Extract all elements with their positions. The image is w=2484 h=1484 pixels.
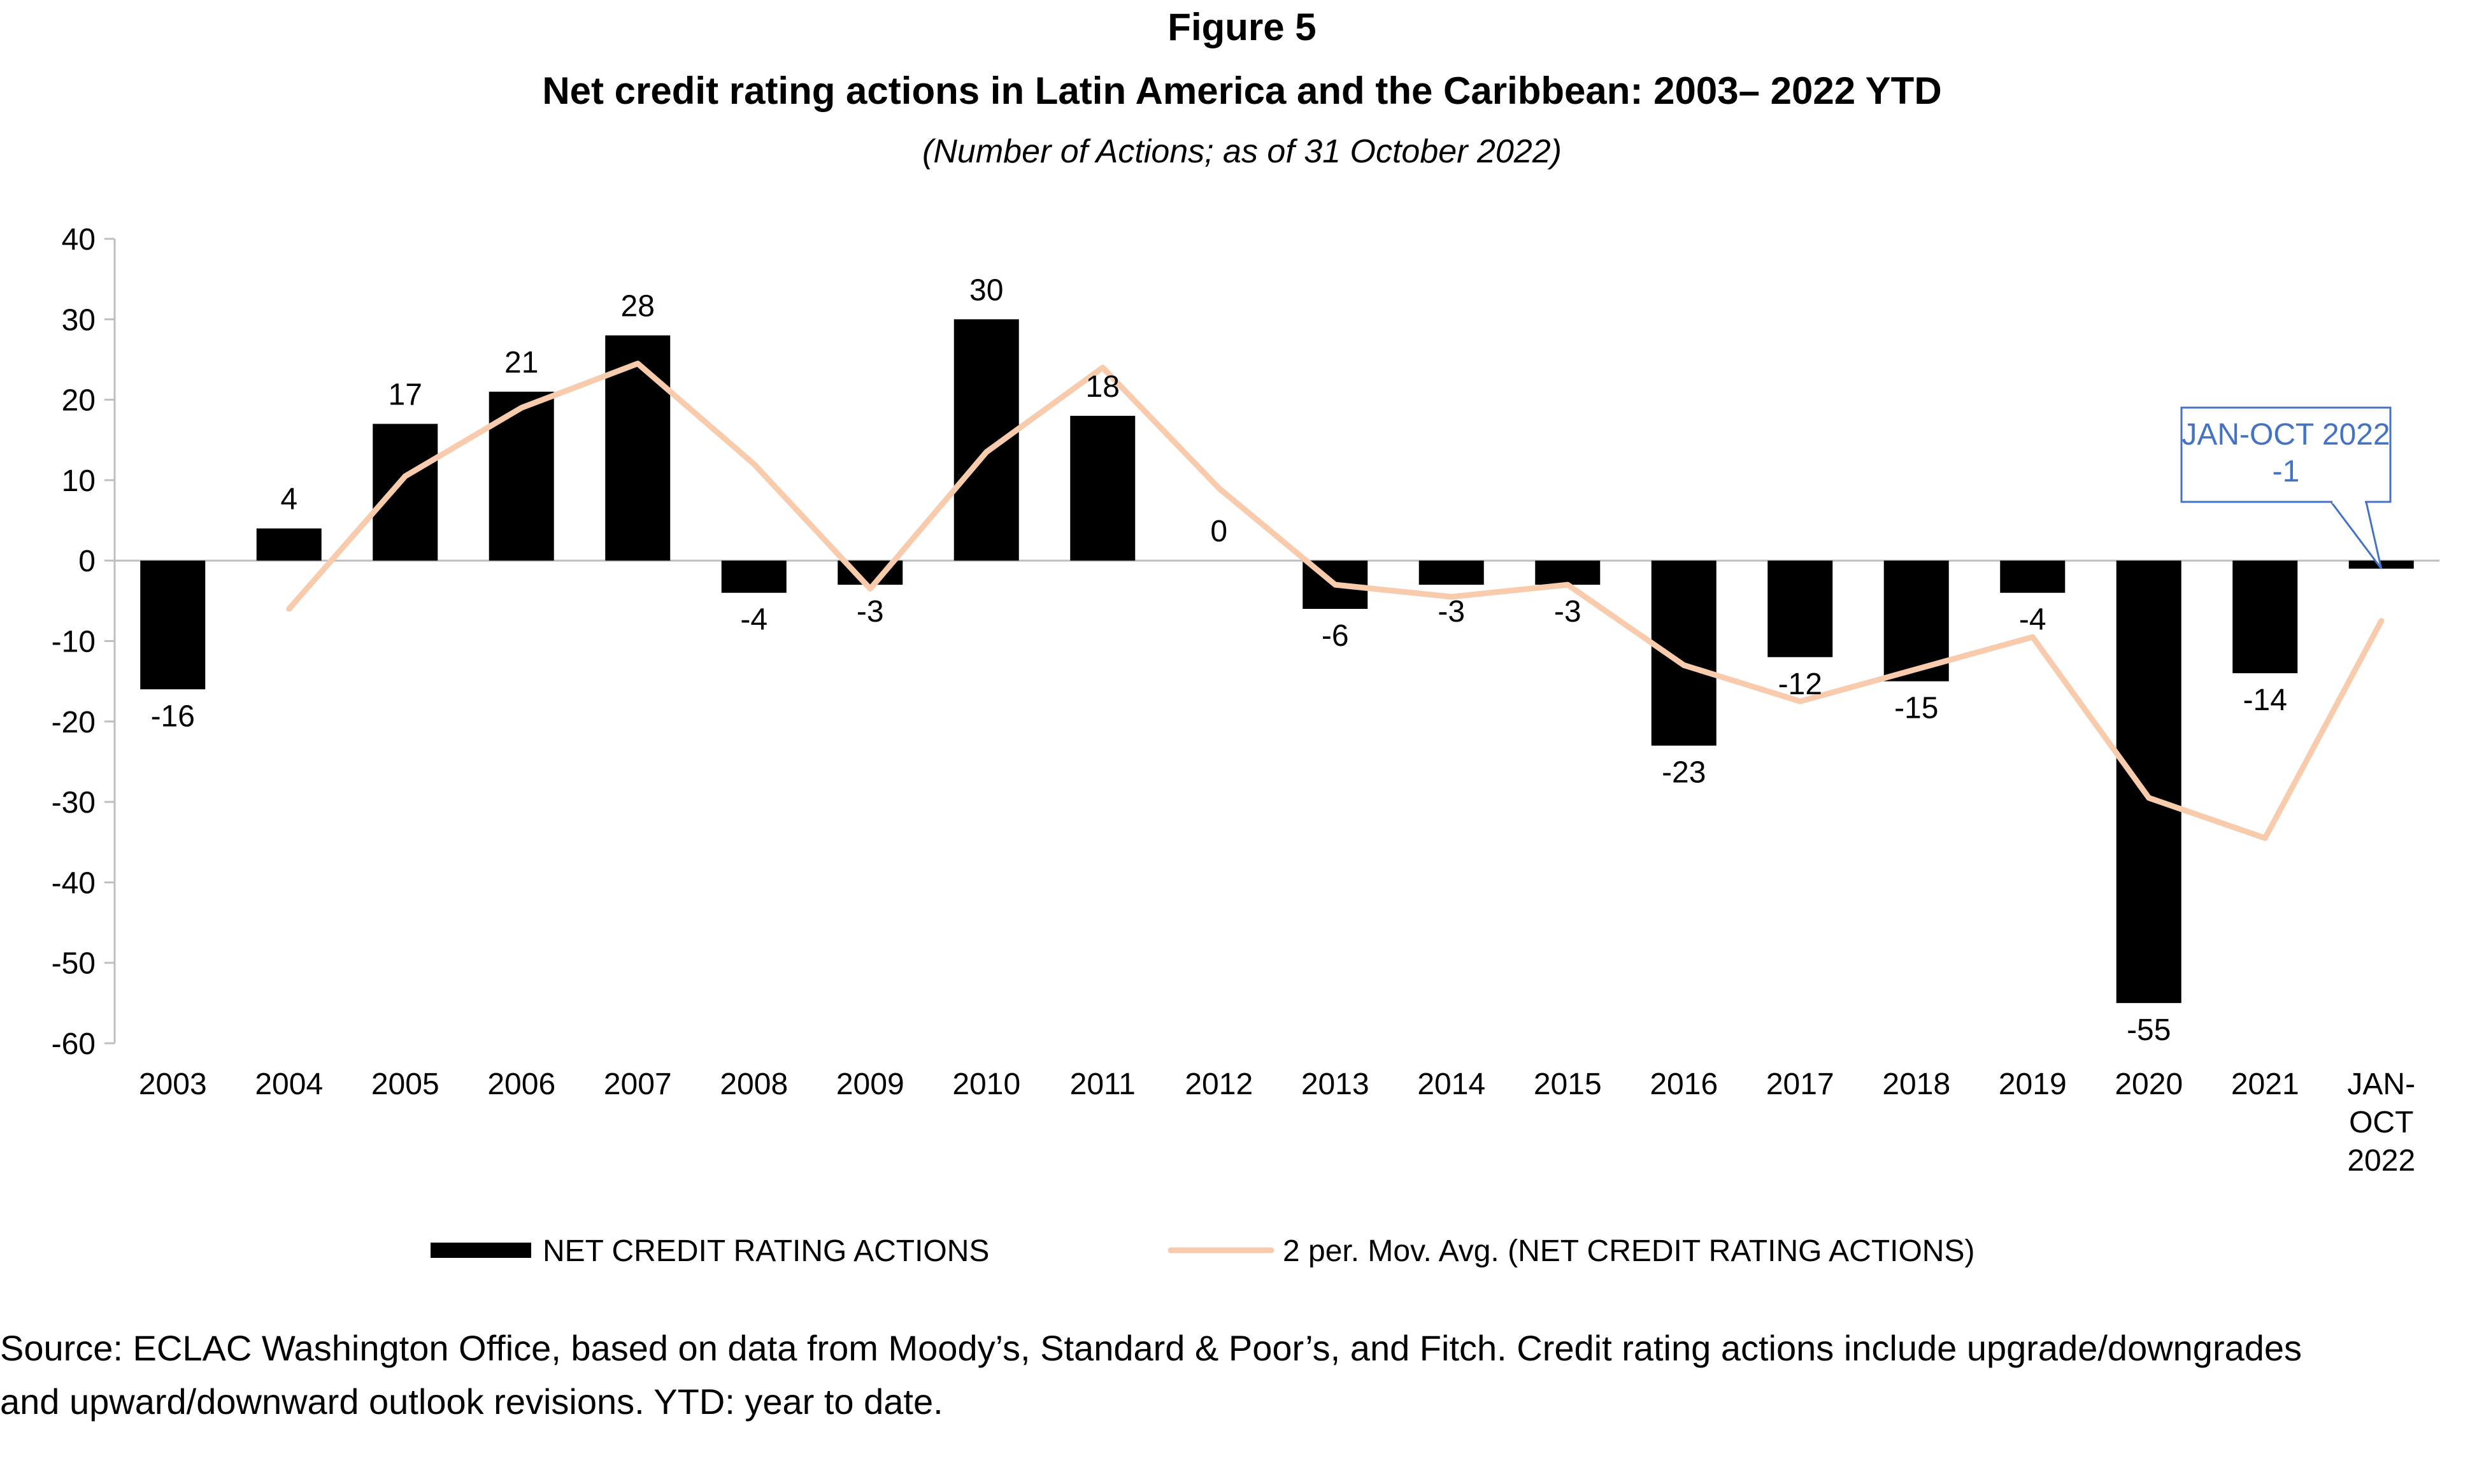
- x-tick-label: 2009: [836, 1067, 904, 1101]
- bar-data-label: -6: [1322, 619, 1349, 653]
- bar-data-label: -3: [1554, 595, 1581, 629]
- x-tick-label: 2019: [1999, 1067, 2067, 1101]
- bar: [373, 424, 438, 561]
- bar-data-label: -16: [151, 699, 195, 733]
- x-tick-label: 2007: [604, 1067, 672, 1101]
- y-tick-label: -50: [52, 947, 96, 981]
- bar-data-label: -4: [740, 603, 767, 637]
- legend: NET CREDIT RATING ACTIONS 2 per. Mov. Avg…: [431, 1234, 1974, 1268]
- bar-data-label: 18: [1086, 370, 1120, 404]
- bar: [1070, 415, 1136, 561]
- callout-text: -1: [2273, 455, 2300, 489]
- callout: JAN-OCT 2022-1: [2180, 406, 2392, 569]
- bar: [2116, 560, 2181, 1003]
- source-note: Source: ECLAC Washington Office, based o…: [0, 1322, 2484, 1429]
- x-tick-label: 2017: [1766, 1067, 1834, 1101]
- x-tick-label: 2003: [139, 1067, 207, 1101]
- bar-data-label: -23: [1662, 756, 1706, 790]
- bar: [1767, 560, 1833, 657]
- bar-data-label: -55: [2127, 1013, 2171, 1047]
- source-line-1: Source: ECLAC Washington Office, based o…: [0, 1328, 2302, 1368]
- bar-data-label: 21: [504, 346, 538, 380]
- x-tick-label: 2006: [487, 1067, 555, 1101]
- bar: [140, 560, 206, 690]
- bar-data-label: -12: [1778, 667, 1822, 701]
- y-tick-label: 10: [62, 464, 96, 498]
- source-line-2: and upward/downward outlook revisions. Y…: [0, 1381, 943, 1422]
- y-tick-label: 20: [62, 384, 96, 418]
- x-tick-label: 2004: [255, 1067, 323, 1101]
- chart-title: Net credit rating actions in Latin Ameri…: [542, 69, 1942, 112]
- x-tick-label: 2011: [1070, 1067, 1136, 1101]
- bar: [1535, 560, 1601, 585]
- legend-bar-label: NET CREDIT RATING ACTIONS: [543, 1234, 989, 1268]
- x-tick-label: 2014: [1417, 1067, 1485, 1101]
- bar-data-label: 28: [621, 290, 655, 324]
- bar: [256, 528, 322, 561]
- callout-pointer: [2329, 501, 2383, 569]
- x-tick-label: 2013: [1301, 1067, 1369, 1101]
- bar-data-label: -3: [1438, 595, 1465, 629]
- y-tick-label: 40: [62, 223, 96, 257]
- moving-average-line: [286, 360, 2385, 841]
- bar: [2000, 560, 2066, 593]
- data-labels-layer: -16 4 17 21 28 -4 -3 30 18 0 -6 -3 -3 -23 -12 -15 -4 -55 -…: [151, 273, 2287, 1047]
- x-tick-label: 2020: [2115, 1067, 2183, 1101]
- bar-data-label: -15: [1894, 692, 1938, 725]
- y-tick-label: -10: [52, 625, 96, 659]
- bar-data-label: 0: [1210, 515, 1227, 548]
- x-tick-label: 2018: [1882, 1067, 1950, 1101]
- x-tick-label: 2016: [1650, 1067, 1718, 1101]
- legend-line-label: 2 per. Mov. Avg. (NET CREDIT RATING ACTI…: [1283, 1234, 1974, 1268]
- figure-label: Figure 5: [1167, 6, 1317, 48]
- bar: [1651, 560, 1717, 746]
- bar: [953, 319, 1019, 561]
- x-tick-label: 2015: [1534, 1067, 1602, 1101]
- bar-data-label: -4: [2019, 603, 2046, 637]
- bar-data-label: -14: [2243, 683, 2287, 717]
- bar-data-label: 4: [280, 483, 297, 517]
- y-tick-label: -60: [52, 1027, 96, 1061]
- legend-bar-swatch: [431, 1243, 531, 1258]
- bar-data-label: 17: [389, 378, 422, 411]
- callout-box: [2180, 406, 2392, 503]
- x-tick-label: 2008: [720, 1067, 788, 1101]
- moving-average-layer: [286, 360, 2385, 841]
- bar: [721, 560, 787, 593]
- x-tick-label: JAN-OCT 2022: [2347, 1067, 2415, 1178]
- bar-data-label: -3: [857, 595, 884, 629]
- x-tick-label: 2005: [371, 1067, 439, 1101]
- y-tick-label: 30: [62, 303, 96, 337]
- bar: [489, 391, 554, 561]
- y-tick-label: -30: [52, 786, 96, 820]
- bar: [2232, 560, 2298, 674]
- bar-data-label: 30: [969, 273, 1003, 307]
- y-tick-label: -40: [52, 866, 96, 900]
- bar: [1418, 560, 1484, 585]
- chart-subtitle: (Number of Actions; as of 31 October 202…: [922, 133, 1562, 170]
- bars-layer: [140, 319, 2414, 1003]
- y-tick-label: 0: [78, 545, 96, 578]
- y-tick-label: -20: [52, 706, 96, 739]
- x-tick-label: 2021: [2231, 1067, 2299, 1101]
- x-tick-label: 2012: [1185, 1067, 1253, 1101]
- x-tick-label: 2010: [952, 1067, 1020, 1101]
- callout-text: JAN-OCT 2022: [2181, 418, 2390, 452]
